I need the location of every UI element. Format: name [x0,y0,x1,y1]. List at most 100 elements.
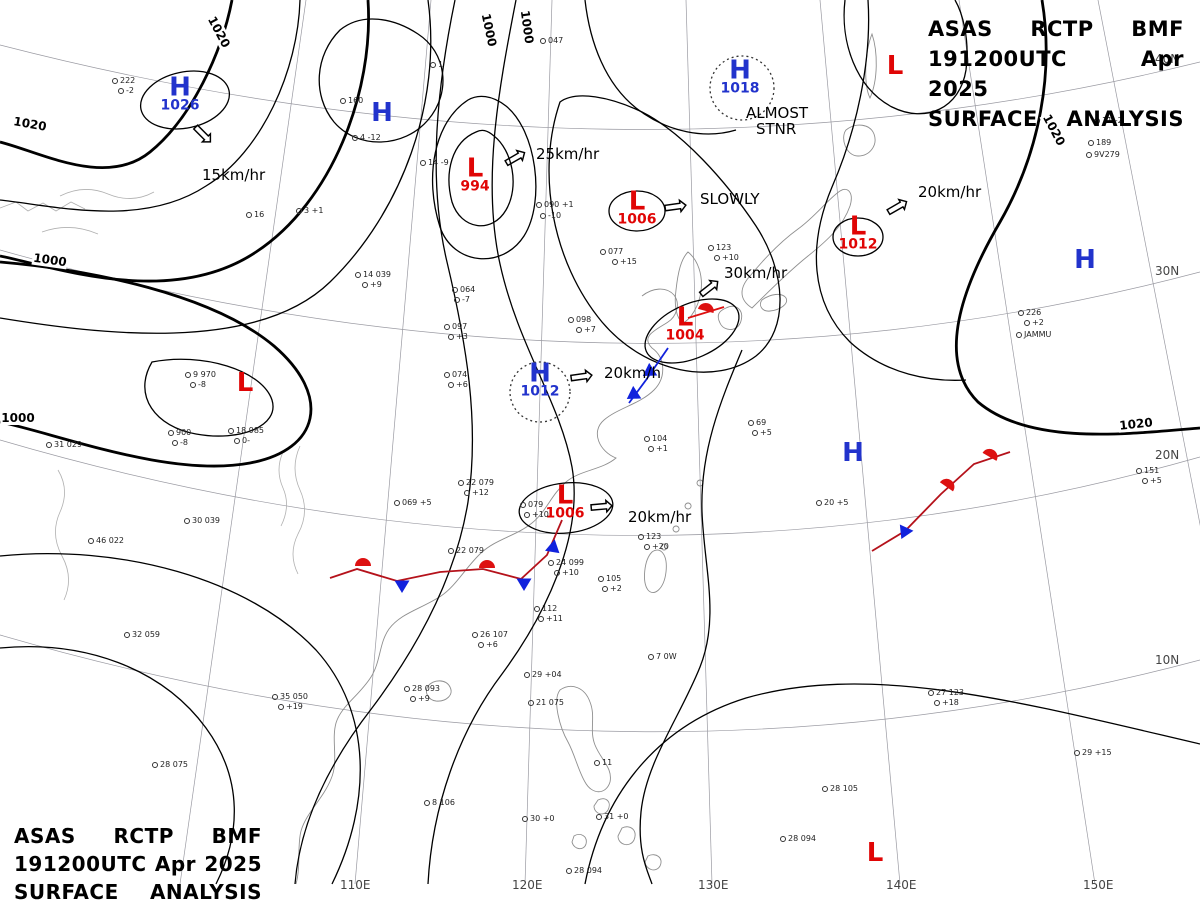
latitude-label: 40N [1155,52,1180,66]
station-values: -10 [548,211,562,220]
station-values: 189 [1096,138,1112,147]
cold-front-triangle-icon [394,580,410,593]
station-values: 7 0W [656,652,677,661]
pressure-letter: L [886,50,904,81]
station-plot: 31 029 [46,440,82,449]
isobar-1020 [954,0,1200,436]
station-plot: 1 [430,60,443,69]
river-line [55,469,69,601]
station-values: 31 029 [54,440,82,449]
pressure-letter: H [729,55,751,86]
station-plot: 31 +0 [596,812,629,821]
longitude-label: 110E [340,878,371,892]
station-values: 30 +0 [530,814,555,823]
pressure-letter: L [866,837,884,868]
isobar-line [427,0,575,885]
latitude-label: 10N [1155,653,1180,667]
low-pressure-center: L [237,370,254,396]
station-plot: 22 079 [448,546,484,555]
station-circle-icon [598,575,604,582]
station-plot: -7 [454,295,470,304]
station-circle-icon [355,271,361,278]
station-plot: 097 [444,322,467,331]
station-circle-icon [88,537,94,544]
station-plot: +6 [478,640,498,649]
station-plot: +2 [602,584,622,593]
station-plot: +12 [464,488,489,497]
station-values: 28 075 [160,760,188,769]
station-plot: 064 [452,285,475,294]
station-circle-icon [752,429,758,436]
station-plot: +9 [410,694,430,703]
station-values: 3 +1 [304,206,324,215]
isobar-closed-west-low [144,358,274,437]
station-values: +10 [562,568,579,577]
longitude-label: 130E [698,878,729,892]
station-values: +2 [1032,318,1044,327]
station-values: JAMMU [1024,330,1052,339]
station-circle-icon [168,429,174,436]
station-plot: 098 [568,315,591,324]
movement-arrow-icon: ⇨ [661,187,691,226]
pressure-value: 994 [460,178,490,195]
isobar-closed-h1026 [139,70,231,130]
station-circle-icon [296,207,302,214]
isobar-line [584,683,1200,885]
station-circle-icon [464,489,470,496]
station-plot: 16 [246,210,264,219]
station-values: 14 039 [363,270,391,279]
movement-arrow-icon: ⇨ [567,357,597,396]
high-pressure-center: H [1074,247,1096,273]
station-circle-icon [228,427,234,434]
movement-label: 30km/hr [724,264,788,282]
isobar-closed-l1006b [518,482,614,534]
station-values: +12 [472,488,489,497]
low-pressure-center: L 1004 [666,304,705,343]
station-values: 28 094 [788,834,816,843]
station-values: 1 [438,60,444,69]
station-plot: 28 075 [152,760,188,769]
meridian-150e [958,0,1096,885]
station-plot: 28 094 [566,866,602,875]
station-plot: 105 [598,574,621,583]
warm-front-line [687,306,725,319]
station-plot: +10 [554,568,579,577]
pressure-letter: L [556,480,574,511]
station-values: 9V279 [1094,150,1120,159]
station-values: 8 106 [432,798,455,807]
pressure-value: 1006 [545,505,585,522]
station-values: 104 [652,434,668,443]
movement-label: ALMOST [746,104,809,122]
station-plot: 21 075 [528,698,564,707]
station-values: 090 +1 [544,200,574,209]
pressure-value: 1012 [838,236,878,253]
station-values: 11 -2 [1102,116,1123,125]
station-values: 0- [242,436,250,445]
station-plot: -8 [172,438,188,447]
chart-id: ASAS RCTP BMF [928,17,1184,41]
station-circle-icon [644,435,650,442]
station-circle-icon [340,97,346,104]
station-values: 31 +0 [604,812,629,821]
station-plot: +19 [278,702,303,711]
station-values: 123 [716,243,732,252]
station-plot: 9 970 [185,370,216,379]
isobar-closed-l1006 [608,190,666,232]
station-plot: 189 [1088,138,1111,147]
station-plot: 3 +1 [296,206,323,215]
station-circle-icon [1088,139,1094,146]
dashed-high-circles [509,55,775,423]
station-plot: JAMMU [1016,330,1051,339]
station-values: 097 [452,322,468,331]
movement-arrow-icon: ⇨ [878,185,918,229]
station-circle-icon [190,381,196,388]
station-values: +2 [610,584,622,593]
meridian-120e [524,0,553,885]
station-plot: 11 [594,758,612,767]
station-values: 21 075 [536,698,564,707]
longitude-label: 120E [512,878,543,892]
station-plot: 074 [444,370,467,379]
station-values: 9 970 [193,370,216,379]
station-values: +1 [656,444,668,453]
cold-front-triangle-icon [642,362,658,376]
